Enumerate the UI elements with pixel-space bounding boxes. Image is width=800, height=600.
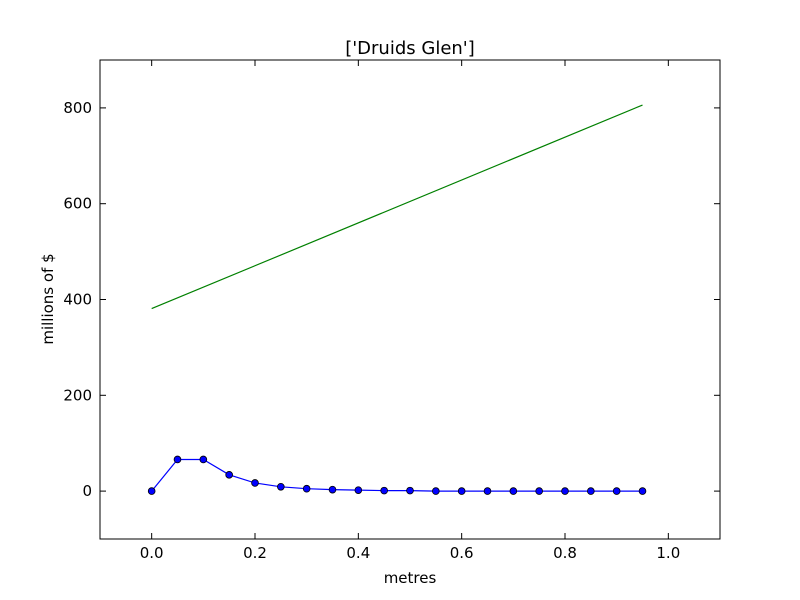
data-point [638,487,647,495]
data-point [173,455,182,464]
series-line-1 [151,104,643,310]
series-line-0 [151,458,643,492]
x-axis: 0.0 0.2 0.4 0.6 0.8 1.0 [140,60,680,562]
x-tick-label: 0.6 [450,544,474,562]
x-tick-label: 0.4 [346,544,370,562]
plot-area [99,59,721,540]
data-point [251,479,259,487]
data-point [535,487,543,495]
data-point [302,484,311,493]
data-point [225,471,233,479]
x-axis-label: metres [384,569,437,587]
data-point [587,487,595,495]
data-point [483,487,492,495]
series-layer [147,104,647,495]
data-point [432,487,440,495]
data-point [199,455,208,464]
y-axis: 0 200 400 600 800 [63,99,720,500]
data-point [380,486,388,495]
data-point [457,487,466,495]
data-point [612,487,621,495]
y-tick-label: 0 [82,482,92,500]
data-point [509,487,518,495]
y-tick-label: 400 [63,291,92,309]
data-point [328,485,337,494]
data-point [354,486,363,494]
y-tick-label: 200 [63,386,92,404]
y-axis-label: millions of $ [39,253,57,344]
x-tick-label: 1.0 [656,544,680,562]
y-tick-label: 800 [63,99,92,117]
x-tick-label: 0.2 [243,544,267,562]
y-tick-label: 600 [63,195,92,213]
chart-title: ['Druids Glen'] [345,38,475,59]
data-point [277,482,285,491]
x-tick-label: 0.0 [140,544,164,562]
data-point [561,487,569,495]
data-point [147,487,156,495]
data-point [406,486,414,495]
x-tick-label: 0.8 [553,544,577,562]
